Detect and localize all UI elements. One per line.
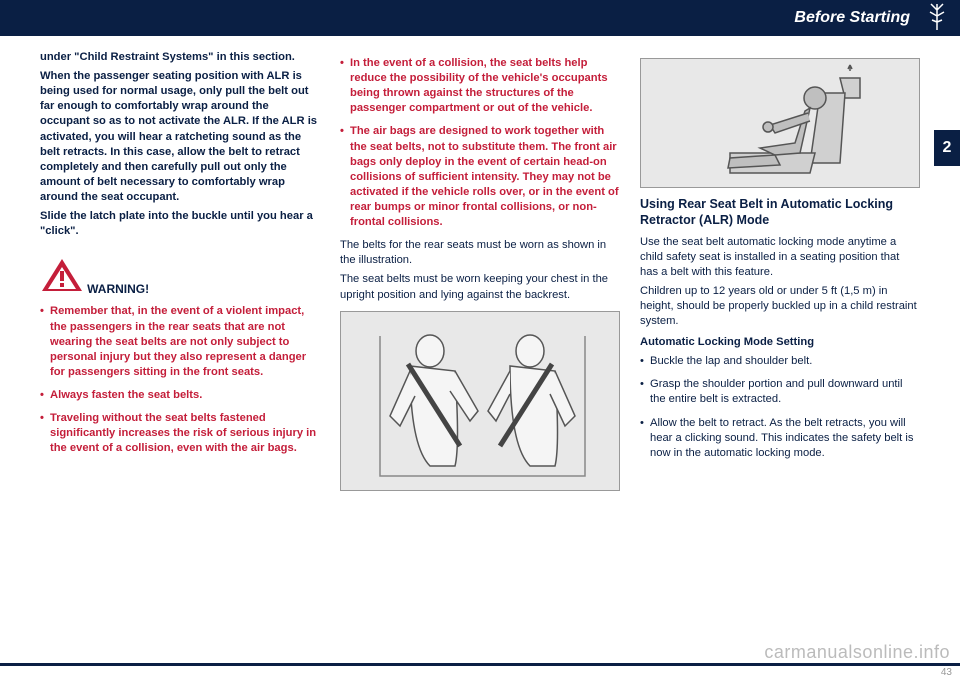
warning-item: Traveling without the seat belts fastene… [40, 411, 320, 456]
column-2: In the event of a collision, the seat be… [340, 50, 620, 648]
col3-bullet-list: Buckle the lap and shoulder belt. Grasp … [640, 354, 920, 461]
list-item: Allow the belt to retract. As the belt r… [640, 416, 920, 461]
header-title: Before Starting [794, 9, 910, 27]
col1-warning-list: Remember that, in the event of a violent… [40, 304, 320, 456]
col3-subheading: Automatic Locking Mode Setting [640, 335, 920, 350]
column-3: Using Rear Seat Belt in Automatic Lockin… [640, 50, 920, 648]
col3-para1: Use the seat belt automatic locking mode… [640, 235, 920, 280]
col1-para2: When the passenger seating position with… [40, 69, 320, 205]
content-area: under "Child Restraint Systems" in this … [40, 50, 920, 648]
page-number: 43 [941, 667, 952, 678]
rear-seat-belt-illustration [340, 311, 620, 491]
col2-para1: The belts for the rear seats must be wor… [340, 238, 620, 268]
column-1: under "Child Restraint Systems" in this … [40, 50, 320, 648]
footer-rule [0, 663, 960, 666]
col3-heading: Using Rear Seat Belt in Automatic Lockin… [640, 196, 920, 229]
col1-para3: Slide the latch plate into the buckle un… [40, 209, 320, 239]
warning-block: WARNING! Remember that, in the event of … [40, 257, 320, 456]
list-item: Grasp the shoulder portion and pull down… [640, 377, 920, 407]
warning-label: WARNING! [87, 282, 149, 296]
warning-item: Always fasten the seat belts. [40, 388, 320, 403]
warning-item: The air bags are designed to work togeth… [340, 124, 620, 230]
col1-para1: under "Child Restraint Systems" in this … [40, 50, 320, 65]
side-seating-illustration [640, 58, 920, 188]
col2-para2: The seat belts must be worn keeping your… [340, 272, 620, 302]
col2-warning-list: In the event of a collision, the seat be… [340, 56, 620, 230]
page-header: Before Starting [0, 0, 960, 36]
warning-item: In the event of a collision, the seat be… [340, 56, 620, 116]
watermark-text: carmanualsonline.info [764, 642, 950, 663]
maserati-trident-icon [924, 2, 950, 39]
list-item: Buckle the lap and shoulder belt. [640, 354, 920, 369]
warning-triangle-icon [40, 257, 84, 298]
warning-item: Remember that, in the event of a violent… [40, 304, 320, 380]
col3-para2: Children up to 12 years old or under 5 f… [640, 284, 920, 329]
chapter-tab: 2 [934, 130, 960, 166]
